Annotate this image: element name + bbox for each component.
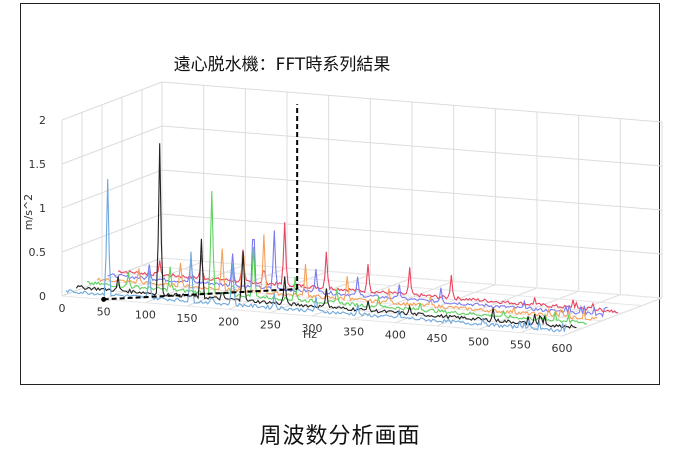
y-tick-label: 1 [39, 202, 46, 215]
chart-title: 遠心脱水機：FFT時系列結果 [174, 55, 391, 75]
marker-point [101, 296, 107, 302]
grid-line [186, 267, 288, 307]
x-tick-label: 550 [510, 339, 531, 352]
grid-line [395, 284, 496, 324]
series-line [65, 178, 567, 333]
series-line [117, 222, 619, 314]
chart-frame [20, 3, 660, 385]
x-tick-label: 100 [135, 309, 156, 322]
x-axis-label: Hz [303, 328, 317, 341]
grid-line [61, 213, 163, 253]
y-axis-label: m/s^2 [22, 194, 35, 230]
y-tick-label: 0.5 [29, 246, 47, 259]
x-tick-label: 300 [302, 322, 323, 335]
grid-line [228, 270, 329, 310]
x-tick-label: 600 [552, 342, 573, 355]
marker-line-floor [103, 288, 298, 301]
grid-line [103, 260, 204, 300]
series-line [96, 234, 598, 321]
x-tick-label: 200 [218, 315, 239, 328]
grid-line [61, 81, 163, 121]
x-tick-label: 250 [260, 319, 281, 332]
waterfall-chart: 0 50 100 150 200 250 300 350 400 450 500 550 600 0 0.5… [22, 55, 663, 355]
grid-line [61, 295, 563, 337]
x-tick-label: 450 [427, 332, 448, 345]
grid-line [101, 280, 603, 322]
x-tick-label: 50 [97, 305, 111, 318]
grid-line [61, 125, 163, 165]
grid-line [270, 274, 371, 314]
page-caption: 周波数分析画面 [259, 424, 421, 449]
x-tick-label: 500 [468, 335, 489, 348]
series-group [65, 104, 619, 333]
grid-line [161, 257, 663, 299]
y-tick-label: 1.5 [29, 158, 47, 171]
x-tick-label: 0 [59, 302, 66, 315]
grid-line [436, 287, 538, 327]
grid-line [141, 265, 643, 307]
x-tick-label: 350 [343, 325, 364, 338]
y-tick-label: 0 [39, 290, 46, 303]
y-tick-label: 2 [39, 114, 46, 127]
grid [61, 81, 663, 337]
series-line [75, 143, 577, 329]
grid-line [478, 290, 579, 330]
grid-line [61, 257, 163, 297]
x-tick-label: 150 [177, 312, 198, 325]
grid-line [311, 277, 413, 317]
grid-line [81, 287, 583, 329]
grid-line [61, 169, 163, 209]
series-line [86, 190, 587, 325]
tick-group: 0 50 100 150 200 250 300 350 400 450 500 550 600 0 0.5… [29, 114, 573, 355]
x-tick-label: 400 [385, 329, 406, 342]
grid-line [561, 297, 663, 337]
grid-line [353, 280, 454, 320]
grid-line [520, 294, 621, 334]
